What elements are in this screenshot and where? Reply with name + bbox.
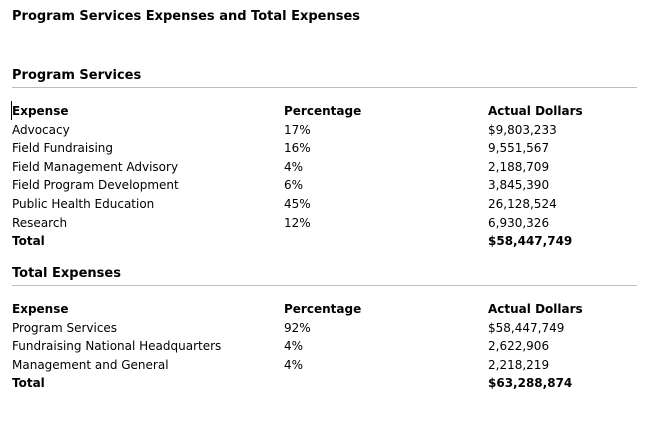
dollars-cell: 2,188,709 xyxy=(488,159,550,174)
expense-cell: Management and General xyxy=(12,357,169,372)
table-row: Research 12% 6,930,326 xyxy=(12,214,638,233)
table-row: Fundraising National Headquarters 4% 2,6… xyxy=(12,337,638,356)
table-header-row: Expense Percentage Actual Dollars xyxy=(12,102,638,121)
program-services-table: Expense Percentage Actual Dollars Advoca… xyxy=(12,102,638,251)
percentage-cell: 6% xyxy=(284,178,304,193)
percentage-cell: 4% xyxy=(284,339,304,354)
percentage-cell: 92% xyxy=(284,320,311,335)
total-dollars: $58,447,749 xyxy=(488,234,573,249)
total-label: Total xyxy=(12,234,45,249)
expense-cell: Advocacy xyxy=(12,122,70,137)
expense-cell: Field Management Advisory xyxy=(12,159,179,174)
total-label: Total xyxy=(12,376,45,391)
expense-column-header: Expense xyxy=(12,302,69,316)
expense-cell: Public Health Education xyxy=(12,196,155,211)
percentage-cell: 12% xyxy=(284,215,311,230)
percentage-cell: 4% xyxy=(284,357,304,372)
dollars-cell: 9,551,567 xyxy=(488,141,550,156)
expense-cell: Research xyxy=(12,215,68,230)
percentage-cell: 45% xyxy=(284,196,311,211)
actual-dollars-column-header: Actual Dollars xyxy=(488,302,583,316)
dollars-cell: 26,128,524 xyxy=(488,196,557,211)
percentage-cell: 17% xyxy=(284,122,311,137)
table-row: Field Program Development 6% 3,845,390 xyxy=(12,176,638,195)
dollars-cell: $9,803,233 xyxy=(488,122,557,137)
total-row: Total $63,288,874 xyxy=(12,374,638,393)
table-row: Field Fundraising 16% 9,551,567 xyxy=(12,139,638,158)
table-row: Program Services 92% $58,447,749 xyxy=(12,319,638,338)
percentage-column-header: Percentage xyxy=(284,104,362,118)
dollars-cell: 2,622,906 xyxy=(488,339,550,354)
program-services-heading: Program Services xyxy=(12,68,142,83)
total-dollars: $63,288,874 xyxy=(488,376,573,391)
table-header-row: Expense Percentage Actual Dollars xyxy=(12,300,638,319)
expense-cell: Program Services xyxy=(12,320,118,335)
table-row: Field Management Advisory 4% 2,188,709 xyxy=(12,158,638,177)
table-row: Advocacy 17% $9,803,233 xyxy=(12,121,638,140)
expense-cell: Fundraising National Headquarters xyxy=(12,339,222,354)
actual-dollars-column-header: Actual Dollars xyxy=(488,104,583,118)
total-expenses-heading: Total Expenses xyxy=(12,266,121,281)
dollars-cell: 2,218,219 xyxy=(488,357,550,372)
percentage-cell: 4% xyxy=(284,159,304,174)
dollars-cell: 6,930,326 xyxy=(488,215,550,230)
text-cursor xyxy=(11,101,12,120)
expense-column-header: Expense xyxy=(12,104,69,118)
table-row: Public Health Education 45% 26,128,524 xyxy=(12,195,638,214)
percentage-cell: 16% xyxy=(284,141,311,156)
page-title: Program Services Expenses and Total Expe… xyxy=(12,9,361,24)
dollars-cell: $58,447,749 xyxy=(488,320,565,335)
dollars-cell: 3,845,390 xyxy=(488,178,550,193)
program-services-divider xyxy=(12,87,637,88)
total-percentage-cell xyxy=(284,374,488,393)
table-row: Management and General 4% 2,218,219 xyxy=(12,356,638,375)
total-percentage-cell xyxy=(284,232,488,251)
expense-cell: Field Fundraising xyxy=(12,141,114,156)
expense-cell: Field Program Development xyxy=(12,178,179,193)
percentage-column-header: Percentage xyxy=(284,302,362,316)
total-expenses-divider xyxy=(12,285,637,286)
total-expenses-table: Expense Percentage Actual Dollars Progra… xyxy=(12,300,638,393)
total-row: Total $58,447,749 xyxy=(12,232,638,251)
